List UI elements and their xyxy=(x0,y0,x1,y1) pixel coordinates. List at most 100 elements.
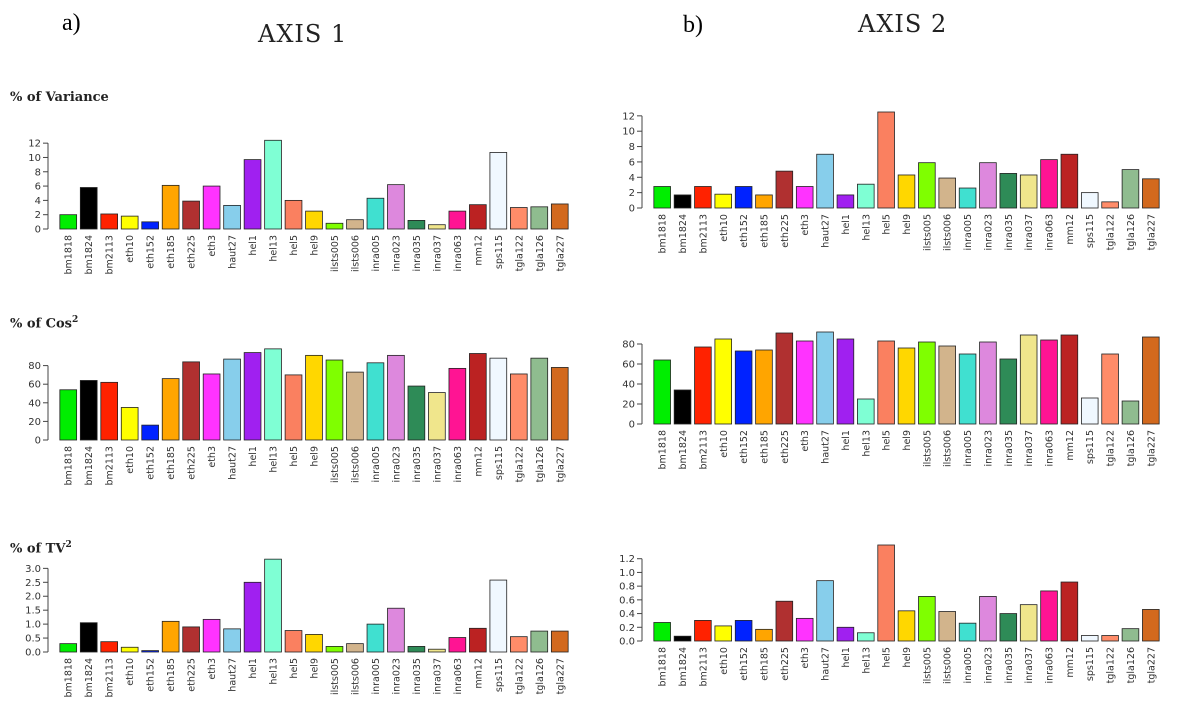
bar-sps115 xyxy=(1080,635,1099,642)
category-label-eth152: eth152 xyxy=(739,430,750,464)
bar-bm1818 xyxy=(59,389,78,441)
category-label-inra063: inra063 xyxy=(1045,647,1056,684)
bar-inra037 xyxy=(428,648,446,653)
bar-mm12 xyxy=(469,204,487,230)
chart-4: 0 2 4 6 8 10 12 bm1818 bm1824 bm2113 eth10 eth152 et… xyxy=(622,111,1160,253)
category-label-haut27: haut27 xyxy=(821,214,832,248)
bar-inra063 xyxy=(1040,590,1058,642)
axis-1-title: AXIS 1 xyxy=(258,20,348,48)
category-label-tgla126: tgla126 xyxy=(1126,647,1137,683)
y-tick-label: 10 xyxy=(28,153,41,164)
bar-eth10 xyxy=(714,625,733,642)
panel-label-a: a) xyxy=(62,10,81,36)
bar-inra035 xyxy=(407,220,426,230)
bar-ilsts006 xyxy=(938,177,956,209)
category-label-hel1: hel1 xyxy=(248,235,259,256)
bar-eth185 xyxy=(161,620,180,653)
category-label-haut27: haut27 xyxy=(821,647,832,681)
bar-inra005 xyxy=(366,197,385,230)
y-tick-label: 20 xyxy=(622,400,635,411)
bar-hel9 xyxy=(897,174,916,209)
bar-ilsts006 xyxy=(938,345,956,425)
category-label-bm1824: bm1824 xyxy=(84,658,95,697)
bar-eth225 xyxy=(775,600,794,642)
category-label-bm1818: bm1818 xyxy=(658,214,669,253)
category-label-eth185: eth185 xyxy=(759,430,770,464)
category-label-tgla122: tgla122 xyxy=(1106,430,1117,466)
bar-eth225 xyxy=(775,332,794,425)
y-tick-label: 0.4 xyxy=(619,609,635,620)
category-label-ilsts006: ilsts006 xyxy=(943,430,954,467)
category-label-ilsts005: ilsts005 xyxy=(330,658,341,695)
category-label-mm12: mm12 xyxy=(1065,430,1076,461)
y-tick-label: 0.0 xyxy=(25,648,41,659)
category-label-hel1: hel1 xyxy=(841,430,852,451)
category-label-sps115: sps115 xyxy=(1085,647,1096,681)
bar-ilsts006 xyxy=(346,219,364,230)
bar-bm1818 xyxy=(59,214,78,230)
bar-inra063 xyxy=(448,637,467,653)
category-label-bm1824: bm1824 xyxy=(678,214,689,253)
category-label-inra005: inra005 xyxy=(371,235,382,272)
bar-hel1 xyxy=(836,626,855,642)
category-label-hel9: hel9 xyxy=(902,430,913,451)
category-label-mm12: mm12 xyxy=(473,235,484,266)
y-tick-label: 6 xyxy=(629,157,635,168)
y-tick-label: 0 xyxy=(629,420,635,431)
chart-3: 0.0 0.5 1.0 1.5 2.0 2.5 3.0 bm1818 bm1824 bm2113 e… xyxy=(25,558,569,697)
bar-tgla227 xyxy=(550,630,569,653)
bar-eth152 xyxy=(734,620,753,642)
category-label-tgla227: tgla227 xyxy=(1146,647,1157,683)
category-label-inra005: inra005 xyxy=(963,214,974,251)
category-label-ilsts005: ilsts005 xyxy=(922,214,933,251)
category-label-bm1818: bm1818 xyxy=(658,647,669,686)
category-label-bm1818: bm1818 xyxy=(64,658,75,697)
bar-hel1 xyxy=(836,194,855,209)
row-label-tv2-superscript: 2 xyxy=(65,540,72,550)
bar-sps115 xyxy=(489,579,508,653)
bar-inra037 xyxy=(428,224,446,230)
bar-eth225 xyxy=(182,361,200,441)
category-label-ilsts005: ilsts005 xyxy=(922,430,933,467)
bar-bm2113 xyxy=(100,381,118,441)
row-label-cos2-text: % of Cos xyxy=(10,316,73,332)
category-label-eth10: eth10 xyxy=(719,214,730,242)
category-label-hel13: hel13 xyxy=(269,446,280,473)
bar-bm2113 xyxy=(694,186,712,209)
bar-eth152 xyxy=(141,650,159,653)
category-label-tgla227: tgla227 xyxy=(555,235,566,271)
category-label-inra023: inra023 xyxy=(391,446,402,483)
y-tick-label: 60 xyxy=(622,360,635,371)
category-label-tgla122: tgla122 xyxy=(1106,647,1117,683)
category-label-bm2113: bm2113 xyxy=(698,214,709,253)
bar-mm12 xyxy=(1060,334,1079,425)
category-label-bm1818: bm1818 xyxy=(64,235,75,274)
y-tick-label: 1.0 xyxy=(619,568,635,579)
bar-bm1824 xyxy=(673,194,692,209)
axis-2-title: AXIS 2 xyxy=(858,10,948,38)
y-tick-label: 10 xyxy=(622,127,635,138)
category-label-hel9: hel9 xyxy=(310,235,321,256)
bar-inra037 xyxy=(428,392,446,441)
bar-haut27 xyxy=(223,204,241,230)
category-label-haut27: haut27 xyxy=(228,446,239,480)
row-label-cos2: % of Cos2 xyxy=(10,315,78,331)
bar-haut27 xyxy=(816,153,834,209)
category-label-ilsts006: ilsts006 xyxy=(943,214,954,251)
y-tick-label: 80 xyxy=(622,340,635,351)
category-label-eth3: eth3 xyxy=(207,235,218,257)
category-label-hel9: hel9 xyxy=(310,446,321,467)
bar-tgla227 xyxy=(550,203,569,230)
bar-inra035 xyxy=(999,173,1018,209)
bar-inra005 xyxy=(366,623,385,653)
bar-hel13 xyxy=(264,558,282,653)
bar-hel1 xyxy=(243,581,262,653)
y-tick-label: 0 xyxy=(35,225,41,236)
bar-hel9 xyxy=(305,634,323,653)
bar-haut27 xyxy=(816,580,834,642)
bar-inra005 xyxy=(958,187,977,209)
bar-tgla122 xyxy=(510,207,528,230)
bar-hel9 xyxy=(305,210,323,230)
bar-inra063 xyxy=(448,367,467,441)
bar-ilsts006 xyxy=(346,643,364,653)
